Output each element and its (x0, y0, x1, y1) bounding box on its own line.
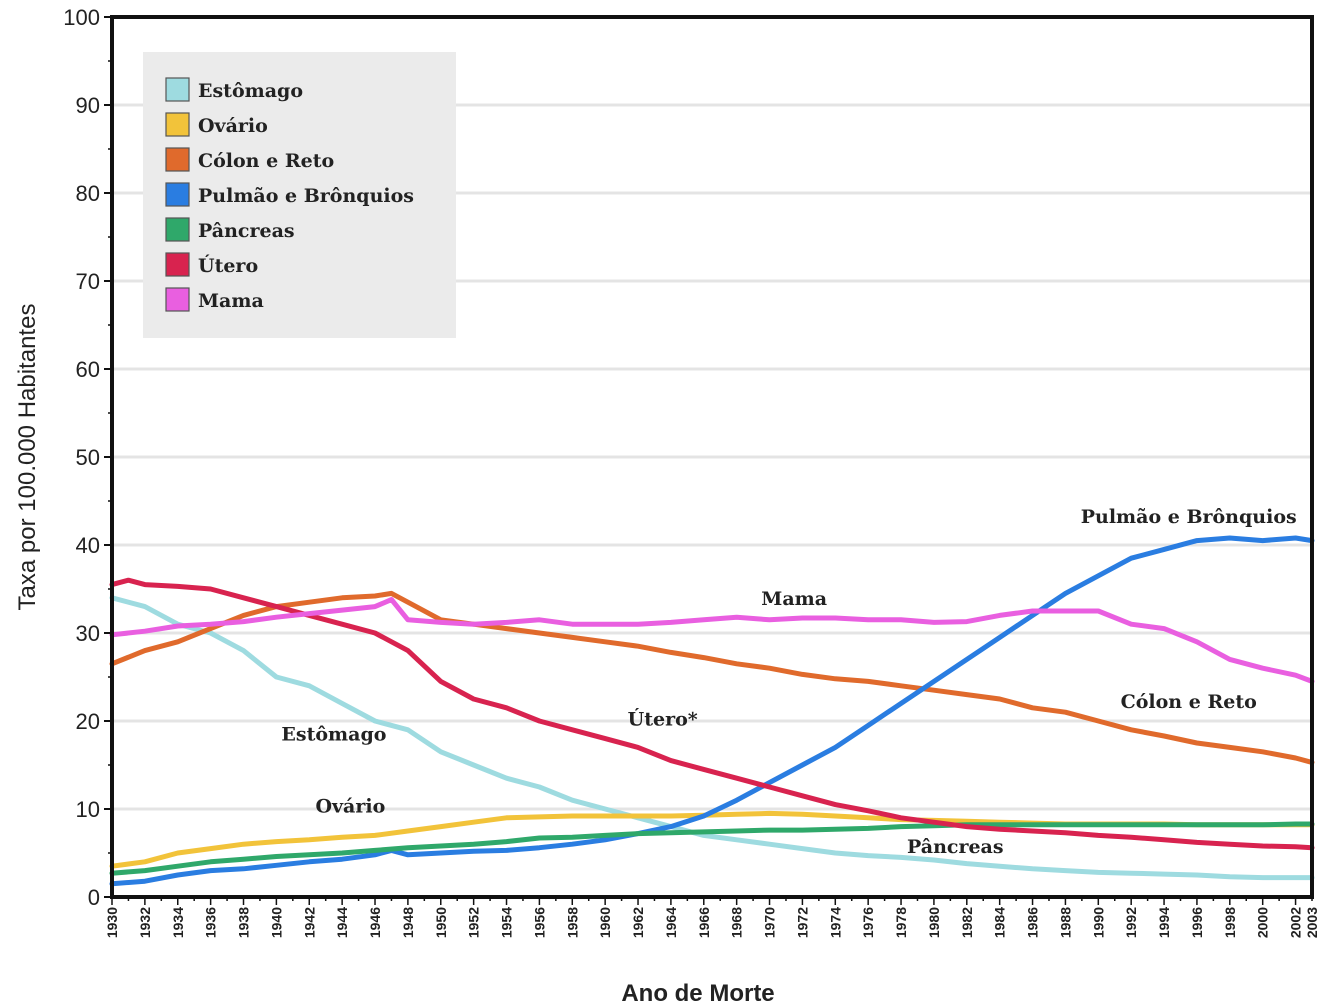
legend-label: Estômago (198, 80, 303, 102)
series-annotation: Pâncreas (907, 836, 1004, 858)
x-tick-label: 1936 (203, 907, 219, 938)
x-tick-label: 1978 (893, 907, 909, 938)
legend: Estômago Ovário Cólon e Reto Pulmão e Brônq… (143, 52, 456, 338)
x-tick-label: 2003 (1304, 907, 1320, 938)
x-tick-label: 1956 (531, 907, 547, 938)
x-tick-label: 1972 (794, 907, 810, 938)
y-tick-label: 80 (76, 181, 100, 206)
x-tick-label: 1996 (1189, 907, 1205, 938)
x-tick-label: 1952 (466, 907, 482, 938)
x-tick-label: 1934 (170, 907, 186, 938)
series-line (109, 590, 1315, 765)
x-tick-label: 1984 (992, 907, 1008, 938)
y-axis: 0 10 20 30 40 50 60 70 80 90 100 (63, 5, 112, 910)
x-tick-label: 1932 (137, 907, 153, 938)
y-tick-label: 90 (76, 93, 100, 118)
y-tick-label: 70 (76, 269, 100, 294)
x-tick-label: 1958 (564, 907, 580, 938)
series-annotation: Útero* (628, 707, 698, 730)
legend-box (143, 52, 456, 338)
legend-swatch (165, 252, 190, 277)
x-tick-label: 1960 (597, 907, 613, 938)
x-axis: 1930 1932 1934 1936 1938 1940 1942 1944 1946 1948… (104, 897, 1320, 938)
x-tick-label: 1940 (268, 907, 284, 938)
legend-swatch (165, 77, 190, 102)
x-tick-label: 2002 (1288, 907, 1304, 938)
x-tick-label: 1942 (301, 907, 317, 938)
series-line (109, 821, 1315, 876)
y-tick-label: 0 (88, 885, 100, 910)
x-tick-label: 1980 (926, 907, 942, 938)
x-axis-title: Ano de Morte (621, 980, 774, 1006)
y-tick-label: 30 (76, 621, 100, 646)
y-tick-label: 60 (76, 357, 100, 382)
legend-swatch (165, 217, 190, 242)
legend-swatch (165, 147, 190, 172)
x-tick-label: 1970 (762, 907, 778, 938)
legend-label: Ovário (198, 115, 268, 137)
x-tick-label: 1988 (1057, 907, 1073, 938)
x-tick-label: 1994 (1156, 907, 1172, 938)
x-tick-label: 1964 (663, 907, 679, 938)
legend-label: Útero (198, 254, 258, 277)
x-tick-label: 1990 (1090, 907, 1106, 938)
y-tick-label: 50 (76, 445, 100, 470)
series-line (109, 577, 1315, 851)
legend-label: Mama (198, 290, 264, 312)
x-tick-label: 1950 (433, 907, 449, 938)
series-annotation: Estômago (281, 723, 386, 745)
y-axis-title: Taxa por 100.000 Habitantes (14, 304, 41, 611)
series-annotation: Pulmão e Brônquios (1081, 506, 1297, 528)
x-tick-label: 1982 (959, 907, 975, 938)
series-line (109, 595, 1315, 881)
y-tick-label: 20 (76, 709, 100, 734)
x-tick-label: 1998 (1222, 907, 1238, 938)
legend-swatch (165, 182, 190, 207)
x-tick-label: 1986 (1025, 907, 1041, 938)
series-annotations: Pulmão e Brônquios Mama Cólon e Reto Útero*… (281, 506, 1296, 858)
series-annotation: Mama (761, 588, 827, 610)
legend-swatch (165, 112, 190, 137)
x-tick-label: 1954 (499, 907, 515, 938)
x-tick-label: 1976 (860, 907, 876, 938)
x-tick-label: 2000 (1255, 907, 1271, 938)
x-tick-label: 1966 (696, 907, 712, 938)
y-tick-label: 40 (76, 533, 100, 558)
series-line (109, 597, 1315, 684)
legend-label: Pulmão e Brônquios (198, 185, 414, 207)
legend-label: Pâncreas (198, 220, 295, 242)
legend-label: Cólon e Reto (198, 150, 334, 172)
x-tick-label: 1948 (400, 907, 416, 938)
series-line (109, 535, 1315, 887)
x-tick-label: 1968 (729, 907, 745, 938)
y-tick-label: 100 (63, 5, 100, 30)
series-annotation: Cólon e Reto (1121, 691, 1257, 713)
x-tick-label: 1946 (367, 907, 383, 938)
series-lines (109, 535, 1315, 887)
x-tick-label: 1944 (334, 907, 350, 938)
x-tick-label: 1992 (1123, 907, 1139, 938)
x-tick-label: 1974 (827, 907, 843, 938)
x-tick-label: 1938 (236, 907, 252, 938)
x-tick-label: 1962 (630, 907, 646, 938)
x-tick-label: 1930 (104, 907, 120, 938)
legend-swatch (165, 287, 190, 312)
series-annotation: Ovário (315, 796, 385, 818)
y-tick-label: 10 (76, 797, 100, 822)
